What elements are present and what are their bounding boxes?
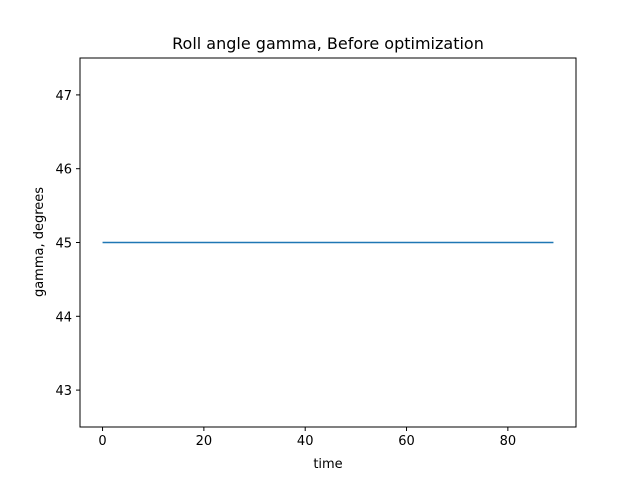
y-tick-label: 43: [55, 384, 72, 399]
y-tick-label: 46: [55, 163, 72, 178]
y-tick-label: 45: [55, 237, 72, 252]
x-tick-label: 20: [196, 434, 213, 449]
y-axis-label: gamma, degrees: [32, 187, 47, 297]
y-tick-label: 44: [55, 310, 72, 325]
x-tick-label: 60: [398, 434, 415, 449]
chart-title: Roll angle gamma, Before optimization: [172, 34, 484, 53]
x-tick-label: 80: [500, 434, 517, 449]
x-axis-label: time: [313, 457, 342, 472]
y-tick-label: 47: [55, 89, 72, 104]
x-tick-label: 0: [98, 434, 106, 449]
x-tick-label: 40: [297, 434, 314, 449]
